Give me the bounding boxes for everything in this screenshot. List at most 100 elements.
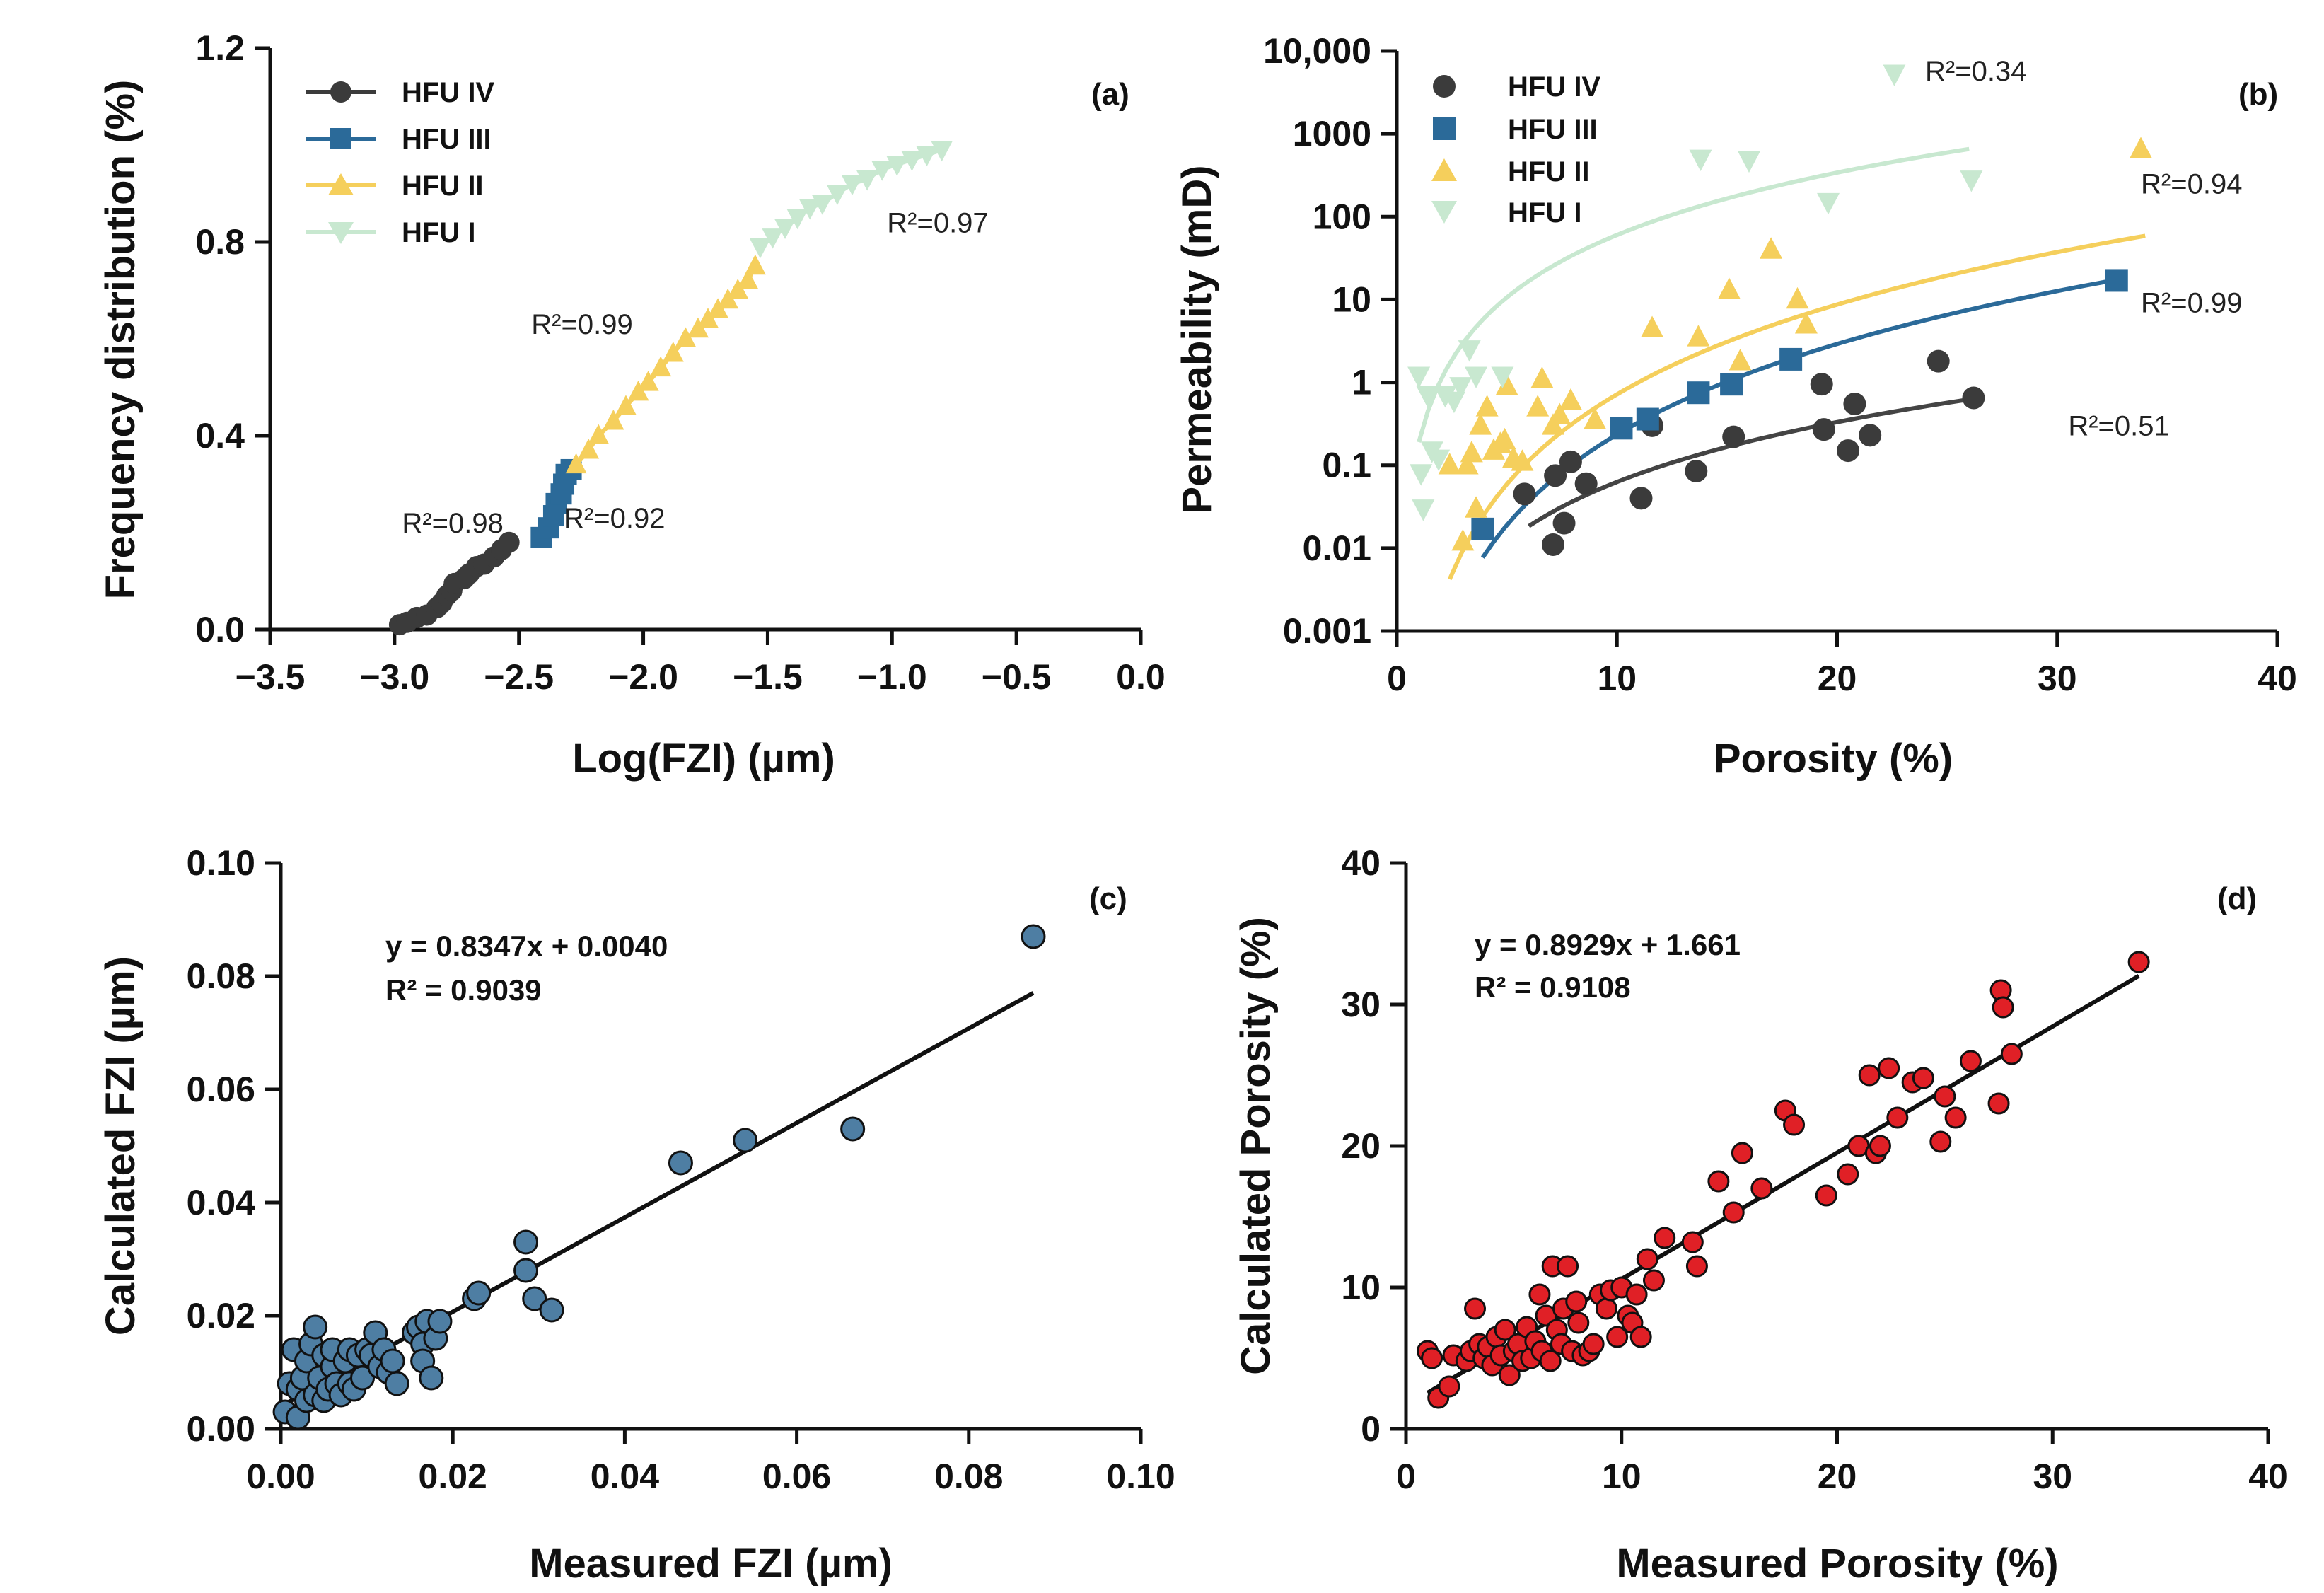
- data-point: [2127, 951, 2150, 973]
- panel-c: 0.000.020.040.060.080.10 0.00 0.02 0.04 0.0…: [98, 843, 1175, 1587]
- data-point: [1451, 528, 1475, 551]
- y-tick-label: 0.001: [1283, 611, 1371, 651]
- data-point: [1456, 453, 1479, 475]
- data-point: [1760, 237, 1783, 259]
- data-point: [1526, 395, 1550, 417]
- data-point: [384, 1371, 409, 1396]
- data-point: [1720, 373, 1743, 396]
- data-point: [1552, 511, 1576, 535]
- data-point: [786, 209, 808, 230]
- r2-annotation: R²=0.34: [1925, 56, 2026, 87]
- data-point: [578, 439, 600, 459]
- y-tick-label: 1.2: [195, 28, 245, 68]
- panel-d-equation: y = 0.8929x + 1.661: [1475, 928, 1741, 961]
- data-point: [1779, 347, 1803, 371]
- data-point: [588, 424, 610, 444]
- data-point: [737, 269, 759, 289]
- data-point: [1738, 151, 1760, 173]
- data-point: [1707, 1170, 1730, 1193]
- y-tick-label: 0.0: [195, 610, 245, 649]
- data-point: [1992, 996, 2014, 1019]
- x-tick-label: 0: [1396, 1456, 1416, 1496]
- legend-hfu-ii: HFU II: [306, 170, 484, 202]
- data-point: [811, 195, 833, 215]
- data-point: [749, 238, 771, 259]
- data-point: [615, 395, 637, 415]
- data-point: [1464, 1297, 1487, 1320]
- data-point: [1750, 1177, 1773, 1200]
- data-point: [1722, 425, 1745, 448]
- data-point: [1929, 1130, 1952, 1153]
- data-point: [1412, 499, 1435, 521]
- legend-label-hfu-i: HFU I: [1508, 197, 1581, 228]
- legend-label-hfu-i: HFU I: [402, 217, 475, 248]
- data-point: [427, 1309, 453, 1334]
- legend-hfu-iv: HFU IV: [1433, 71, 1600, 103]
- data-point: [513, 1229, 539, 1255]
- legend-label-hfu-iv: HFU IV: [1508, 71, 1600, 103]
- x-tick-label: 40: [2258, 659, 2297, 698]
- r2-annotation: R²=0.99: [531, 309, 632, 340]
- legend-label-hfu-iii: HFU III: [1508, 114, 1598, 145]
- legend-hfu-i: HFU I: [306, 217, 475, 248]
- data-point: [2105, 269, 2128, 292]
- data-point: [1465, 496, 1488, 518]
- data-point: [1471, 517, 1494, 540]
- data-point: [1557, 1255, 1579, 1278]
- legend-hfu-ii: HFU II: [1431, 156, 1590, 187]
- panel-b-x-ticks: 0 10 20 30 40: [1387, 631, 2297, 698]
- panel-c-x-ticks: 0.00 0.02 0.04 0.06 0.08 0.10: [246, 1429, 1175, 1496]
- data-point: [2130, 137, 2153, 158]
- data-point: [1641, 315, 1664, 337]
- data-point: [498, 531, 520, 553]
- legend-hfu-i: HFU I: [1431, 197, 1581, 228]
- data-point: [1636, 407, 1659, 431]
- panel-d-label: (d): [2217, 881, 2257, 916]
- data-point: [1878, 1057, 1900, 1079]
- data-point: [1610, 417, 1633, 440]
- panel-b-data: R²=0.34 R²=0.94 R²=0.99 R²=0.51: [1407, 56, 2242, 557]
- data-point: [1539, 1350, 1562, 1372]
- data-point: [1595, 1297, 1617, 1320]
- panel-a-y-ticks: 0.0 0.4 0.8 1.2: [195, 28, 270, 649]
- data-point: [1815, 1184, 1837, 1207]
- data-point: [744, 254, 766, 275]
- data-point: [1858, 1064, 1881, 1087]
- panel-a-y-axis-title: Frequency distribution (%): [98, 80, 144, 600]
- data-point: [1729, 349, 1752, 371]
- data-point: [1567, 1311, 1590, 1334]
- data-point: [1794, 312, 1818, 334]
- panel-c-y-axis-title: Calculated FZI (µm): [98, 956, 144, 1336]
- x-tick-label: 0.04: [591, 1456, 660, 1496]
- data-point: [1458, 340, 1481, 362]
- data-point: [1810, 373, 1833, 396]
- data-point: [419, 1365, 444, 1391]
- panel-a: 0.0 0.4 0.8 1.2 −3.5 −3.0 −2.5 −2.0 −1.5 −1.0 −0.…: [98, 28, 1166, 782]
- data-point: [1960, 170, 1983, 192]
- data-point: [1869, 1135, 1891, 1157]
- data-point: [871, 161, 893, 181]
- y-tick-label: 0.8: [195, 222, 245, 262]
- legend-hfu-iii: HFU III: [306, 124, 492, 155]
- panel-a-x-ticks: −3.5 −3.0 −2.5 −2.0 −1.5 −1.0 −0.5 0.0: [236, 630, 1166, 697]
- x-tick-label: −2.5: [484, 657, 554, 697]
- data-point: [1465, 366, 1488, 388]
- r2-annotation: R²=0.94: [2141, 169, 2242, 200]
- data-point: [1912, 1067, 1934, 1089]
- panel-c-axes: [279, 863, 1141, 1431]
- data-point: [1886, 1106, 1909, 1129]
- legend-label-hfu-iv: HFU IV: [402, 77, 494, 108]
- y-tick-label: 10: [1332, 279, 1371, 319]
- panel-c-equation: y = 0.8347x + 0.0040: [385, 929, 668, 963]
- x-tick-label: −1.0: [857, 657, 927, 697]
- data-point: [1944, 1106, 1967, 1129]
- data-point: [1837, 1163, 1859, 1186]
- fit-curve-hfu-iv: [1528, 396, 1974, 528]
- y-tick-label: 0.01: [1303, 528, 1371, 568]
- data-point: [1584, 407, 1607, 429]
- x-tick-label: 10: [1597, 659, 1637, 698]
- data-point: [1410, 464, 1433, 486]
- r2-annotation: R²=0.98: [402, 508, 503, 539]
- panel-c-r2: R² = 0.9039: [385, 973, 542, 1007]
